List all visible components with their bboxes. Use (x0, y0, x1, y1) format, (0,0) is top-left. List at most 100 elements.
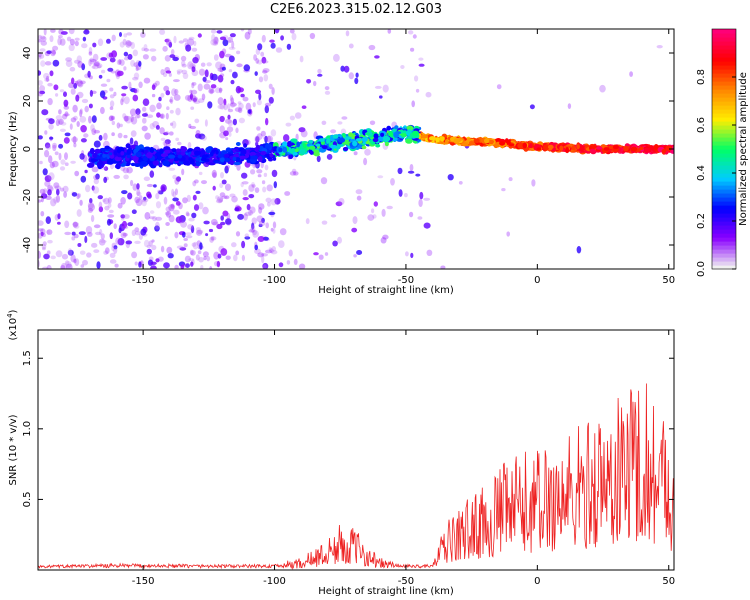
colorbar-segment (712, 177, 736, 182)
spectrogram-cell (169, 54, 176, 58)
spectrogram-cell (113, 91, 117, 97)
spectrogram-cell (228, 39, 232, 43)
spectrogram-cell (107, 214, 115, 218)
spectrogram-cell (387, 29, 392, 34)
spectrogram-cell (60, 265, 66, 269)
spectrogram-cell (173, 79, 180, 83)
spectrogram-cell (105, 247, 110, 255)
spectrogram-cell (571, 145, 576, 151)
spectrogram-cell (190, 250, 196, 256)
spectrogram-cell (225, 255, 231, 260)
spectrogram-cell (333, 53, 340, 62)
spectrogram-cell (230, 97, 235, 105)
spectrogram-cell (215, 61, 223, 70)
spectrogram-cell (316, 155, 321, 163)
spectrogram-cell (58, 35, 63, 39)
spectrogram-cell (89, 147, 95, 155)
spectrogram-cell (411, 100, 416, 108)
colorbar-segment (712, 229, 736, 234)
spectrogram-cell (215, 199, 223, 204)
spectrogram-cell (418, 63, 425, 67)
spectrogram-cell (170, 49, 175, 55)
spectrogram-cell (121, 220, 128, 229)
spectrogram-cell (41, 233, 46, 238)
spectrogram-cell (219, 103, 226, 110)
spectrogram-cell (415, 173, 421, 177)
spectrogram-cell (55, 250, 63, 258)
colorbar-segment (712, 37, 736, 42)
spectrogram-cell (143, 239, 150, 248)
spectrogram-cell (236, 63, 243, 68)
spectrogram-cell (233, 161, 241, 166)
spectrogram-cell (109, 252, 116, 258)
spectrogram-cell (64, 162, 69, 166)
spectrogram-cell (111, 120, 116, 126)
spectrogram-cell (237, 101, 242, 105)
spectrogram-cell (255, 89, 261, 95)
spectrogram-cell (240, 29, 245, 32)
spectrogram-cell (170, 203, 175, 210)
spectrogram-cell (496, 84, 502, 90)
spectrogram-cell (94, 148, 101, 154)
spectrogram-cell (64, 231, 72, 236)
spectrogram-cell (115, 163, 121, 170)
spectrogram-cell (204, 119, 208, 127)
spectrogram-cell (175, 201, 181, 206)
spectrogram-cell (305, 218, 310, 225)
spectrogram-cell (222, 210, 229, 217)
spectrogram-cell (71, 77, 75, 85)
spectrogram-cell (216, 223, 223, 230)
colorbar-segment (712, 249, 736, 254)
spectrogram-cell (188, 123, 192, 129)
spectrogram-cell (55, 115, 63, 121)
spectrogram-cell (179, 247, 187, 251)
top-ytick-label: 0 (22, 146, 33, 152)
spectrogram-cell (415, 88, 420, 93)
spectrogram-cell (330, 214, 337, 218)
spectrogram-cell (209, 236, 214, 243)
spectrogram-cell (172, 191, 177, 199)
spectrogram-cell (132, 183, 138, 191)
spectrogram-cell (141, 47, 145, 52)
spectrogram-cell (165, 222, 170, 226)
spectrogram-cell (63, 137, 70, 144)
spectrogram-cell (212, 185, 216, 191)
spectrogram-cell (665, 145, 672, 152)
spectrogram-cell (235, 142, 241, 146)
spectrogram-cell (182, 160, 190, 166)
spectrogram-cell (43, 188, 48, 194)
spectrogram-cell (242, 96, 249, 102)
spectrogram-cell (394, 125, 399, 130)
colorbar-frame (711, 28, 737, 270)
spectrogram-cell (164, 139, 171, 145)
spectrogram-cell (151, 93, 156, 98)
spectrogram-cell (190, 89, 198, 95)
spectrogram-cell (219, 125, 225, 133)
spectrogram-cell (661, 148, 667, 154)
spectrogram-cell (188, 36, 195, 41)
spectrogram-cell (95, 231, 102, 236)
colorbar-segment (712, 29, 736, 34)
spectrogram-cell (458, 181, 463, 185)
spectrogram-cell (40, 40, 47, 46)
spectrogram-cell (129, 137, 134, 145)
spectrogram-cell (623, 145, 629, 152)
spectrogram-cell (308, 145, 316, 150)
spectrogram-cell (373, 201, 378, 207)
spectrogram-cell (180, 151, 186, 156)
spectrogram-cell (251, 222, 255, 230)
spectrogram-cell (270, 227, 274, 232)
colorbar-segment (712, 77, 736, 82)
spectrogram-cell (268, 83, 273, 90)
spectrogram-cell (177, 216, 183, 224)
colorbar-tick-label: 0.4 (696, 165, 707, 181)
spectrogram-cell (435, 137, 440, 143)
spectrogram-cell (165, 142, 171, 147)
spectrogram-cell (133, 62, 140, 68)
spectrogram-cell (176, 245, 184, 249)
spectrogram-cell (49, 161, 55, 169)
spectrogram-cell (97, 160, 104, 168)
spectrogram-cell (264, 102, 271, 107)
spectrogram-cell (140, 31, 146, 38)
spectrogram-cell (249, 206, 256, 214)
